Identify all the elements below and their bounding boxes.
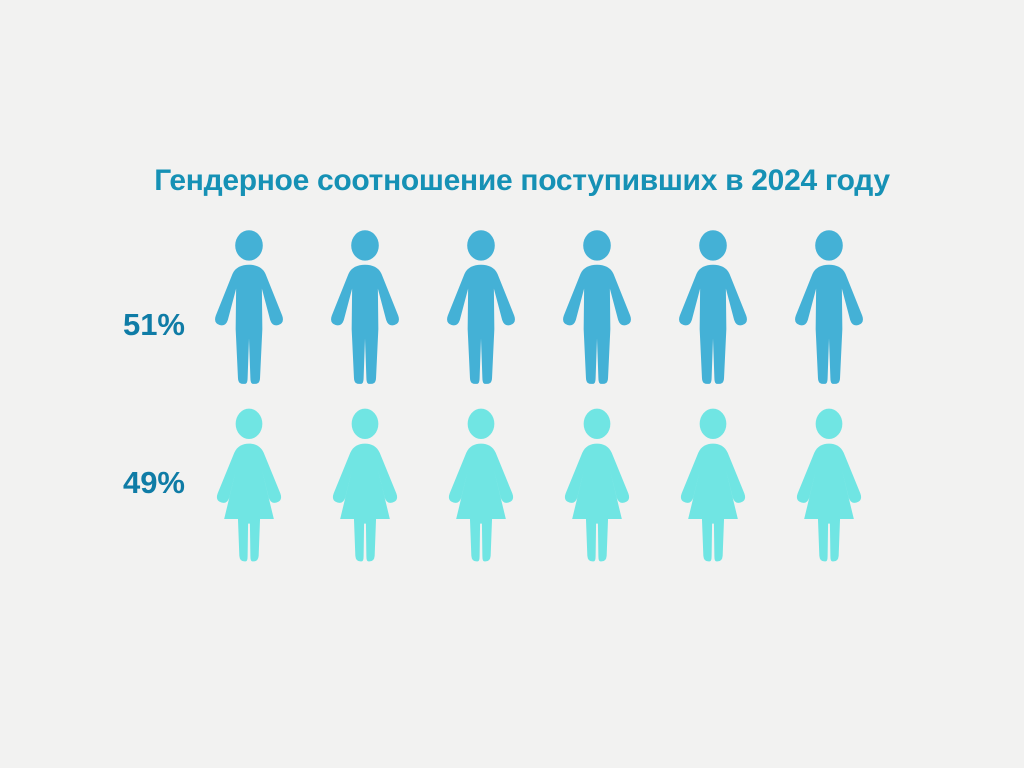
male-percentage-label: 51% <box>122 306 185 342</box>
woman-icon <box>551 405 643 565</box>
male-icons <box>203 228 875 388</box>
chart-title: Гендерное соотношение поступивших в 2024… <box>154 164 890 197</box>
man-icon <box>435 228 527 388</box>
woman-icon <box>783 405 875 565</box>
female-row: 49% <box>0 405 875 565</box>
man-icon <box>667 228 759 388</box>
male-row: 51% <box>0 228 875 388</box>
female-percentage-label: 49% <box>122 464 185 500</box>
female-icons <box>203 405 875 565</box>
woman-icon <box>435 405 527 565</box>
woman-icon <box>203 405 295 565</box>
woman-icon <box>667 405 759 565</box>
woman-icon <box>319 405 411 565</box>
man-icon <box>783 228 875 388</box>
man-icon <box>319 228 411 388</box>
man-icon <box>551 228 643 388</box>
man-icon <box>203 228 295 388</box>
